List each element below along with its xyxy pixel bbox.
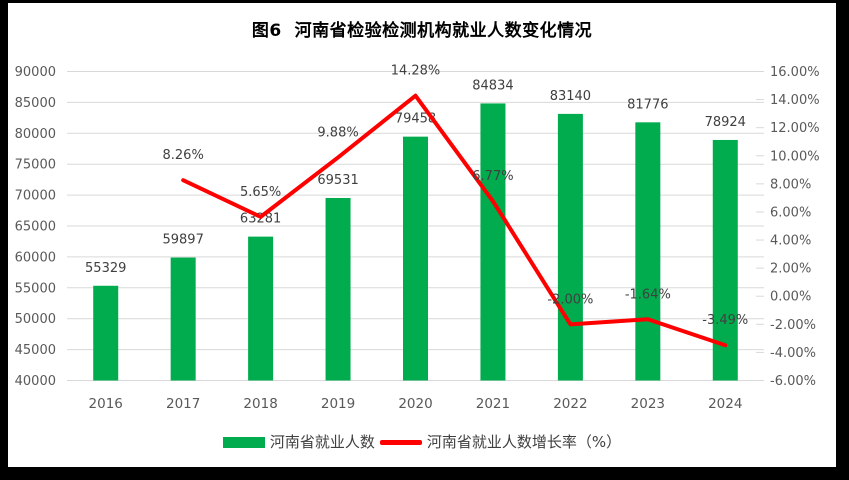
bar-2018 [248,236,274,381]
bar-2023 [635,122,661,381]
left-axis-tick-label: 60000 [15,250,56,265]
right-axis-tick-label: 10.00% [770,149,820,164]
left-axis-tick-label: 85000 [15,96,56,111]
line-value-label: 8.26% [163,148,204,163]
x-axis-tick-label: 2019 [321,396,355,412]
legend-line-swatch [379,439,422,445]
bar-value-label: 59897 [162,233,203,248]
legend-bar-label: 河南省就业人数 [269,433,375,451]
bar-2017 [170,257,196,381]
left-axis-tick-label: 40000 [15,374,56,389]
x-axis-tick-label: 2022 [553,396,587,412]
legend-bar-swatch [222,436,265,448]
legend-line-label: 河南省就业人数增长率（%） [426,433,622,451]
bar-value-label: 84834 [472,78,513,93]
line-value-label: 9.88% [317,125,358,140]
bar-2020 [403,136,428,381]
x-axis-tick-label: 2016 [89,396,123,412]
x-axis-tick-label: 2018 [243,396,277,412]
left-axis-tick-label: 70000 [15,189,56,204]
growth-line [181,93,728,348]
bar-2019 [325,197,351,381]
bar-2022 [557,113,583,381]
left-axis-tick-label: 50000 [15,312,56,327]
x-axis-tick-label: 2023 [631,396,665,412]
left-axis-tick-label: 55000 [15,281,56,296]
bar-value-label: 69531 [317,173,358,188]
bar-value-label: 81776 [627,97,668,112]
right-axis-tick-label: 8.00% [770,177,811,192]
line-value-label: -3.49% [702,313,748,328]
right-axis-tick-label: -4.00% [770,346,816,361]
left-axis-tick-label: 90000 [15,65,56,80]
left-axis-tick-label: 65000 [15,220,56,235]
line-value-label: 14.28% [391,64,441,79]
bar-value-label: 55329 [85,261,126,276]
right-axis-tick-label: -6.00% [770,374,816,389]
x-axis-tick-label: 2017 [166,396,200,412]
bar-value-label: 79458 [395,112,436,127]
line-value-label: 5.65% [240,185,281,200]
right-axis-tick-label: 4.00% [770,234,811,249]
right-axis-tick-label: 6.00% [770,205,811,220]
chart-legend: 河南省就业人数 河南省就业人数增长率（%） [8,431,836,453]
line-value-label: 6.77% [472,169,513,184]
bar-value-label: 83140 [550,89,591,104]
left-axis-tick-label: 80000 [15,127,56,142]
line-value-label: -2.00% [547,292,593,307]
left-axis-tick-label: 75000 [15,158,56,173]
right-axis-tick-label: 12.00% [770,121,820,136]
right-axis-tick-label: -2.00% [770,318,816,333]
bar-2016 [93,285,119,381]
right-axis-tick-label: 16.00% [770,65,820,80]
x-axis-tick-label: 2024 [708,396,742,412]
x-axis-tick-label: 2021 [476,396,510,412]
bar-value-label: 63281 [240,212,281,227]
right-axis-tick-label: 14.00% [770,93,820,108]
bar-value-label: 78924 [705,115,746,130]
bar-2021 [480,103,506,381]
right-axis-tick-label: 0.00% [770,290,811,305]
right-axis-tick-label: 2.00% [770,262,811,277]
x-axis-tick-label: 2020 [398,396,432,412]
left-axis-tick-label: 45000 [15,343,56,358]
line-value-label: -1.64% [625,287,671,302]
chart-title: 图6 河南省检验检测机构就业人数变化情况 [251,21,593,41]
